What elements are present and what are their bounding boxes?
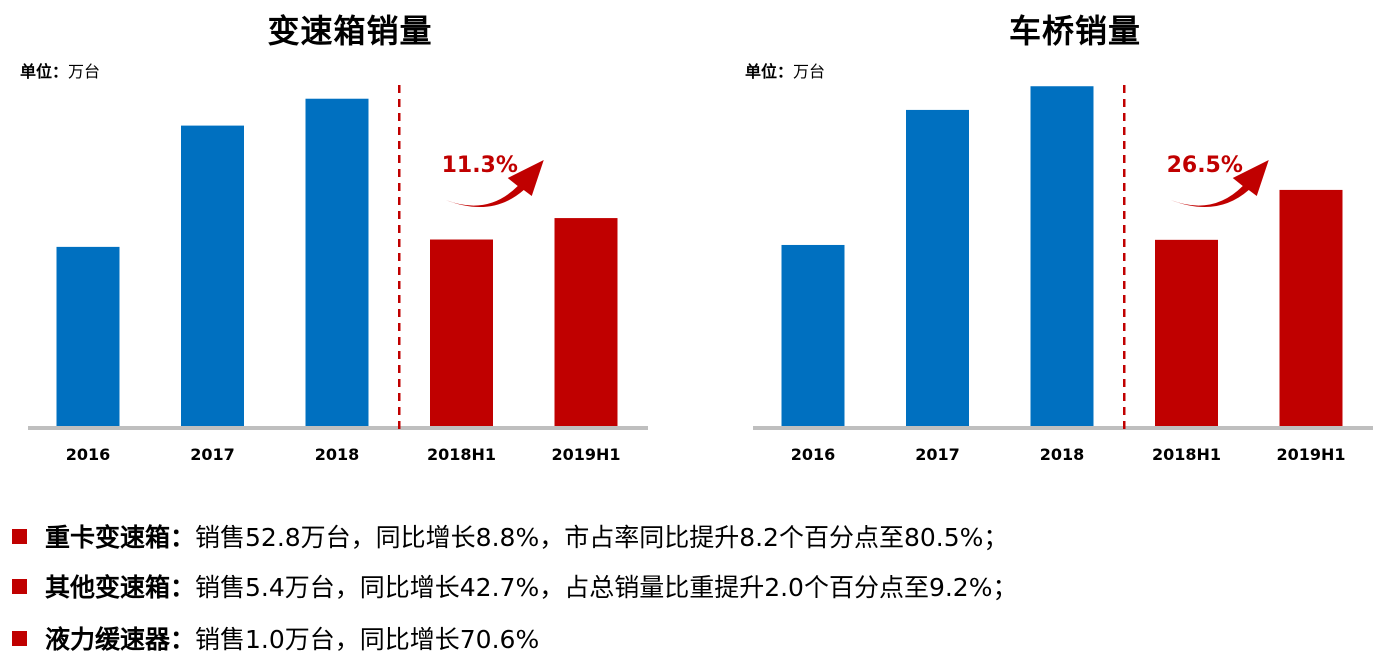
bullet-label: 其他变速箱： xyxy=(45,573,196,602)
x-tick-label: 2018 xyxy=(1040,445,1085,464)
bar xyxy=(1030,86,1094,429)
unit-label: 单位： xyxy=(745,62,794,81)
x-tick-label: 2016 xyxy=(66,445,111,464)
x-tick-label: 2017 xyxy=(915,445,960,464)
bullet-item: 其他变速箱： 销售5.4万台，同比增长42.7%，占总销量比重提升2.0个百分点… xyxy=(0,566,1017,606)
x-tick-label: 2016 xyxy=(791,445,836,464)
bar xyxy=(781,244,845,428)
chart-title: 车桥销量 xyxy=(1008,12,1141,50)
gearbox-sales-chart: 变速箱销量 单位：万台 2016 2017 2018 2018H1 2019H1 11.3… xyxy=(0,0,680,480)
growth-arrow-shape xyxy=(1170,160,1269,208)
x-tick-label: 2018H1 xyxy=(1152,445,1221,464)
x-tick-label: 2019H1 xyxy=(551,445,620,464)
chart-title: 变速箱销量 xyxy=(267,12,433,50)
growth-arrow-icon xyxy=(445,160,544,208)
bar xyxy=(430,239,493,428)
bullet-text: 销售52.8万台，同比增长8.8%，市占率同比提升8.2个百分点至80.5%； xyxy=(195,523,1009,552)
growth-label: 26.5% xyxy=(1167,153,1243,178)
bar xyxy=(554,218,618,428)
unit-value: 万台 xyxy=(68,62,101,81)
axle-sales-chart: 车桥销量 单位：万台 2016 2017 2018 2018H1 2019H1 26.5% xyxy=(725,0,1382,480)
bullet-item: 重卡变速箱： 销售52.8万台，同比增长8.8%，市占率同比提升8.2个百分点至… xyxy=(0,516,1008,556)
x-tick-label: 2018 xyxy=(315,445,360,464)
bullet-label: 液力缓速器： xyxy=(45,625,196,654)
bar xyxy=(181,125,244,428)
bullet-square-icon xyxy=(12,578,27,594)
bar xyxy=(1279,189,1343,428)
x-axis-line xyxy=(28,426,648,430)
x-tick-label: 2019H1 xyxy=(1276,445,1345,464)
x-tick-label: 2017 xyxy=(190,445,235,464)
bullet-square-icon xyxy=(12,630,27,646)
bullet-text: 销售1.0万台，同比增长70.6% xyxy=(195,625,540,654)
unit-note: 单位：万台 xyxy=(20,58,100,82)
bullet-label: 重卡变速箱： xyxy=(45,523,196,552)
bar xyxy=(305,98,369,428)
growth-arrow-shape xyxy=(445,160,544,208)
unit-value: 万台 xyxy=(793,62,826,81)
growth-label: 11.3% xyxy=(442,153,518,178)
bullet-item: 液力缓速器： 销售1.0万台，同比增长70.6% xyxy=(0,618,539,658)
growth-arrow-icon xyxy=(1170,160,1269,208)
bar xyxy=(1155,239,1218,428)
unit-note: 单位：万台 xyxy=(745,58,825,82)
bullet-text: 销售5.4万台，同比增长42.7%，占总销量比重提升2.0个百分点至9.2%； xyxy=(195,573,1018,602)
bar xyxy=(56,246,120,428)
unit-label: 单位： xyxy=(20,62,69,81)
bullet-square-icon xyxy=(12,528,27,544)
bar-plot: 2016 2017 2018 2018H1 2019H1 26.5% xyxy=(753,85,1373,464)
x-tick-label: 2018H1 xyxy=(427,445,496,464)
bar xyxy=(906,109,969,429)
x-axis-line xyxy=(753,426,1373,430)
bar-plot: 2016 2017 2018 2018H1 2019H1 11.3% xyxy=(28,85,648,464)
